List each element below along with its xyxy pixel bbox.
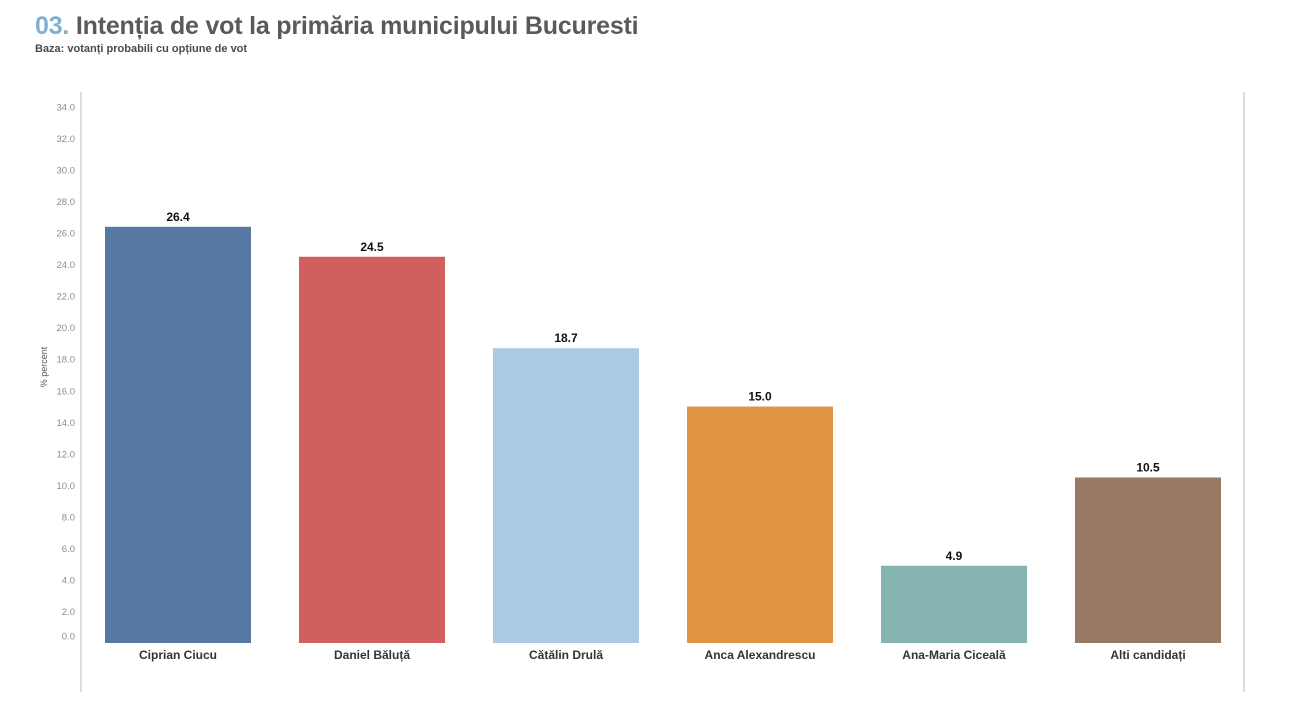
y-tick-label: 16.0 — [57, 386, 76, 397]
bars — [105, 226, 1221, 643]
bar — [881, 565, 1027, 643]
bar — [1075, 477, 1221, 643]
y-tick-label: 14.0 — [57, 418, 76, 429]
category-label: Daniel Băluță — [334, 648, 410, 662]
y-tick-label: 2.0 — [62, 607, 75, 618]
chart-title: 03. Intenția de vot la primăria municipu… — [35, 12, 639, 41]
category-label: Ciprian Ciucu — [139, 648, 217, 662]
bar-value-label: 10.5 — [1136, 460, 1160, 474]
category-labels: Ciprian Ciucu Daniel Băluță Cătălin Drulă A… — [139, 648, 1186, 662]
y-tick-label: 20.0 — [57, 323, 76, 334]
y-tick-label: 4.0 — [62, 575, 75, 586]
chart-number: 03. — [35, 12, 70, 40]
y-tick-label: 24.0 — [57, 260, 76, 271]
y-tick-label: 22.0 — [57, 292, 76, 303]
y-tick-label: 30.0 — [57, 166, 76, 177]
bar-value-label: 4.9 — [946, 549, 963, 563]
y-tick-label: 28.0 — [57, 197, 76, 208]
y-tick-label: 32.0 — [57, 134, 76, 145]
y-tick-label: 6.0 — [62, 544, 75, 555]
bar-value-label: 18.7 — [554, 331, 578, 345]
y-tick-label: 26.0 — [57, 229, 76, 240]
y-tick-label: 10.0 — [57, 481, 76, 492]
category-label: Cătălin Drulă — [529, 648, 603, 662]
bar — [299, 256, 445, 643]
y-tick-label: 8.0 — [62, 512, 75, 523]
y-tick-label: 12.0 — [57, 449, 76, 460]
chart-title-text: Intenția de vot la primăria municipului … — [75, 12, 639, 40]
data-labels: 26.4 24.5 18.7 15.0 4.9 10.5 — [166, 210, 1160, 563]
y-axis-title: % percent — [39, 346, 49, 387]
bar — [105, 226, 251, 643]
category-label: Ana-Maria Ciceală — [902, 648, 1006, 662]
bar-value-label: 15.0 — [748, 390, 772, 404]
y-tick-label: 0.0 — [62, 632, 75, 643]
bar — [493, 348, 639, 643]
chart-subtitle: Baza: votanți probabili cu opțiune de vo… — [35, 43, 248, 55]
y-tick-labels: 0.0 2.0 4.0 6.0 8.0 10.0 12.0 14.0 16.0 18.0 20.0 2… — [57, 103, 76, 643]
category-label: Alti candidați — [1110, 648, 1185, 662]
bar — [687, 406, 833, 643]
bar-value-label: 26.4 — [166, 210, 190, 224]
y-tick-label: 34.0 — [57, 103, 76, 114]
bar-value-label: 24.5 — [360, 240, 384, 254]
y-tick-label: 18.0 — [57, 355, 76, 366]
category-label: Anca Alexandrescu — [705, 648, 816, 662]
